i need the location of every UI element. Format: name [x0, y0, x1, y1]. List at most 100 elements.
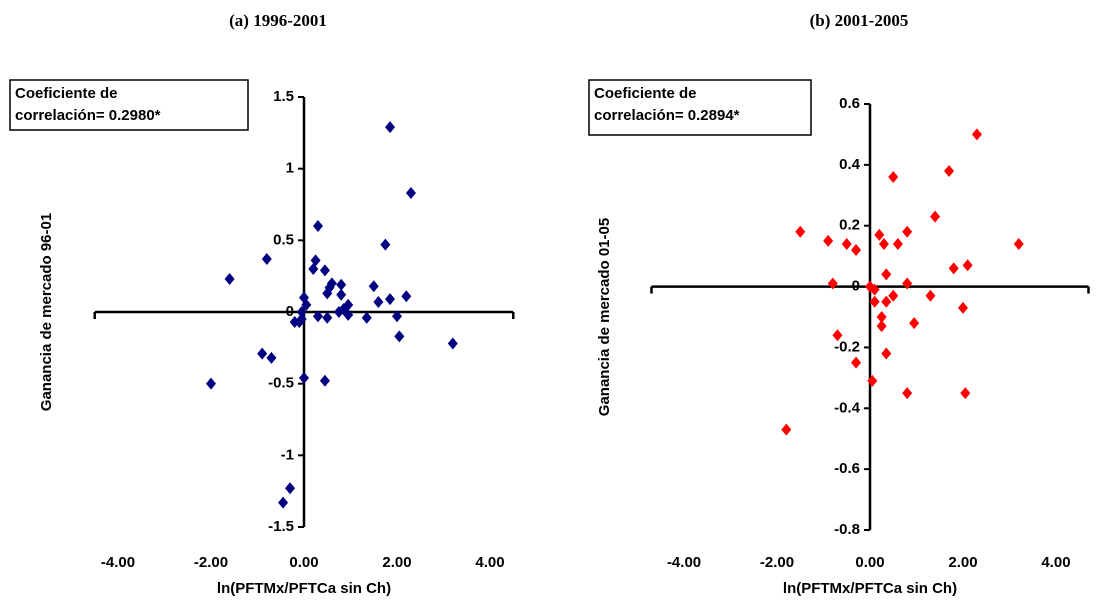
- chart-title: (b) 2001-2005: [810, 11, 909, 30]
- point: [867, 374, 878, 387]
- point: [902, 277, 913, 290]
- point: [902, 225, 913, 238]
- point: [957, 301, 968, 314]
- point: [892, 237, 903, 250]
- point: [373, 295, 384, 308]
- point: [405, 187, 416, 200]
- y-tick-label: 0.5: [273, 231, 294, 248]
- point: [368, 280, 379, 293]
- x-axis-title: ln(PFTMx/PFTCa sin Ch): [217, 580, 391, 597]
- point: [266, 351, 277, 364]
- annotation-box: [588, 79, 812, 136]
- point: [336, 288, 347, 301]
- x-tick-label: -4.00: [101, 554, 135, 571]
- x-tick-label: 4.00: [1041, 554, 1070, 571]
- point: [876, 311, 887, 323]
- point: [888, 289, 899, 302]
- point: [869, 295, 880, 308]
- point: [392, 310, 402, 323]
- point: [380, 238, 391, 251]
- point: [881, 295, 892, 308]
- point: [851, 244, 862, 257]
- point: [851, 356, 862, 369]
- point: [336, 278, 347, 291]
- point: [385, 121, 396, 134]
- point: [361, 311, 372, 324]
- annotation-box: [9, 79, 249, 131]
- point: [827, 277, 838, 290]
- y-tick-label: -1: [281, 446, 294, 463]
- x-tick-label: 2.00: [948, 554, 977, 571]
- point: [1013, 237, 1024, 250]
- point: [261, 252, 272, 265]
- x-axis-title: ln(PFTMx/PFTCa sin Ch): [783, 580, 957, 597]
- point: [301, 298, 312, 311]
- point: [296, 313, 307, 326]
- x-tick-label: 0.00: [289, 554, 318, 571]
- x-tick-label: -4.00: [667, 554, 701, 571]
- x-tick-label: 0.00: [855, 554, 884, 571]
- point: [888, 171, 899, 184]
- point: [343, 308, 354, 321]
- point: [960, 387, 971, 400]
- point: [278, 496, 289, 509]
- point: [841, 237, 852, 250]
- y-tick-label: 1: [286, 160, 294, 177]
- point: [319, 264, 330, 277]
- point: [962, 259, 973, 272]
- y-tick-label: -0.5: [268, 375, 294, 392]
- y-tick-label: 0: [286, 303, 294, 320]
- x-tick-label: -2.00: [194, 554, 228, 571]
- point: [948, 262, 959, 275]
- y-tick-label: 0.4: [839, 156, 861, 173]
- point: [224, 273, 235, 286]
- y-tick-label: 1.5: [273, 88, 294, 105]
- point: [930, 210, 941, 223]
- point: [385, 293, 396, 306]
- x-tick-label: -2.00: [760, 554, 794, 571]
- point: [881, 347, 892, 360]
- point: [394, 330, 405, 343]
- point: [925, 289, 936, 302]
- y-tick-label: -0.6: [834, 460, 860, 477]
- point: [312, 220, 323, 232]
- point: [795, 225, 806, 238]
- point: [257, 347, 268, 360]
- point: [869, 283, 880, 296]
- point: [874, 228, 885, 241]
- point: [206, 377, 216, 390]
- point: [308, 263, 319, 275]
- y-tick-label: -0.4: [834, 399, 861, 416]
- point: [299, 371, 309, 384]
- point: [322, 287, 333, 300]
- y-axis-title: Ganancia de mercado 96-01: [38, 213, 55, 411]
- point: [401, 290, 412, 303]
- y-tick-label: -1.5: [268, 518, 294, 535]
- x-tick-label: 2.00: [382, 554, 411, 571]
- point: [823, 234, 834, 247]
- point: [781, 423, 792, 436]
- y-tick-label: 0.2: [839, 217, 860, 234]
- point: [832, 329, 843, 342]
- point: [971, 128, 982, 141]
- point: [878, 237, 889, 250]
- point: [447, 337, 458, 350]
- y-tick-label: -0.2: [834, 338, 860, 355]
- point: [285, 482, 296, 495]
- point: [319, 374, 330, 387]
- annotation: correlación= 0.2894*: [594, 107, 740, 124]
- y-tick-label: -0.8: [834, 521, 860, 538]
- point: [944, 164, 955, 177]
- annotation: correlación= 0.2980*: [15, 107, 161, 124]
- point: [296, 306, 307, 318]
- annotation: Coeficiente de: [594, 85, 697, 102]
- point: [876, 320, 887, 333]
- y-axis-title: Ganancia de mercado 01-05: [596, 218, 613, 416]
- point: [322, 311, 333, 324]
- y-tick-label: 0: [852, 278, 860, 295]
- annotation: Coeficiente de: [15, 85, 118, 102]
- point: [902, 387, 913, 400]
- point: [881, 268, 892, 281]
